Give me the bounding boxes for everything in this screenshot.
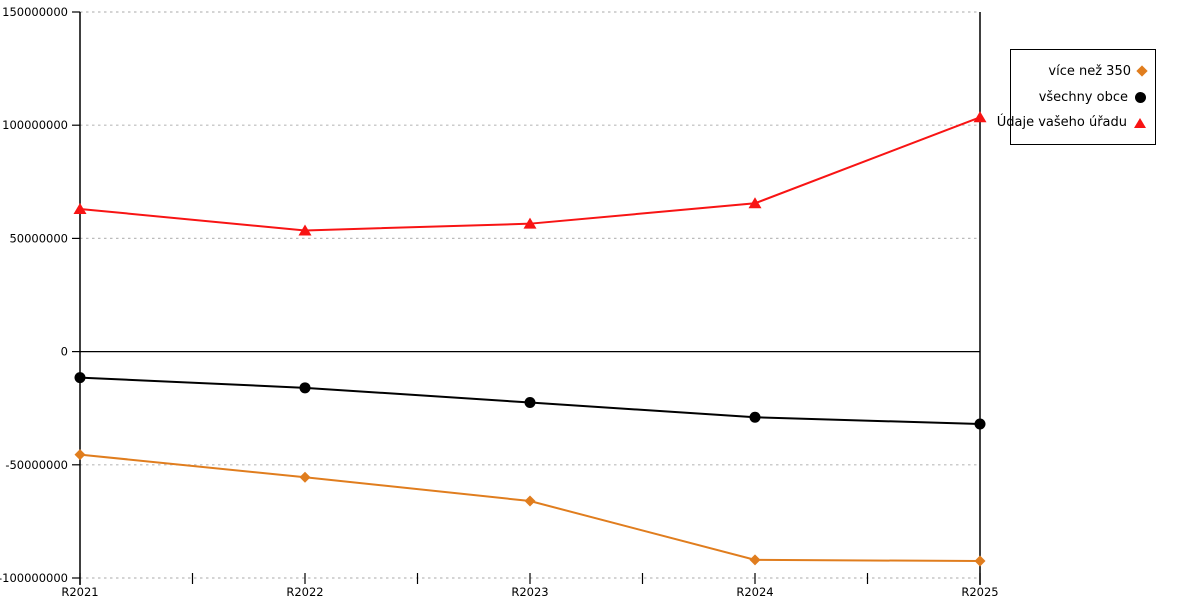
series-line-0 [79,453,981,563]
data-point-diamond [974,555,986,567]
legend-label: všechny obce [1038,89,1128,105]
y-tick-label: 150000000 [2,5,68,19]
data-point-triangle [748,197,762,209]
diamond-marker-icon [1136,65,1148,77]
y-tick-label: -100000000 [0,571,68,585]
data-point-triangle [973,111,987,123]
legend-item-udaje-vaseho-uradu: Údaje vašeho úřadu [997,115,1146,130]
legend: více než 350 všechny obce Údaje vašeho ú… [997,49,1156,145]
data-point-circle [974,418,986,430]
data-point-circle [299,382,311,394]
data-point-diamond [524,495,536,507]
x-axis-label: R2024 [736,585,773,599]
x-axis-label: R2021 [61,585,98,599]
legend-label: více než 350 [1048,63,1131,79]
data-point-circle [74,372,86,384]
data-point-triangle [298,224,312,236]
data-point-circle [749,411,761,423]
series-line-2 [79,116,981,232]
data-point-diamond [299,471,311,483]
data-point-diamond [749,554,761,566]
x-axis-label: R2023 [511,585,548,599]
x-axis-label: R2025 [961,585,998,599]
data-point-triangle [523,217,537,229]
y-tick-label: 100000000 [2,118,68,132]
data-point-triangle [73,202,87,214]
legend-item-vsechny-obce: všechny obce [1016,90,1146,105]
x-axis-label: R2022 [286,585,323,599]
legend-label: Údaje vašeho úřadu [996,115,1127,131]
y-tick-label: 0 [61,345,68,359]
y-tick-label: -50000000 [5,458,68,472]
data-point-diamond [74,449,86,461]
y-tick-label: 50000000 [9,231,68,245]
triangle-marker-icon [1134,117,1146,128]
legend-item-vice-nez-350: více než 350 [1016,63,1148,79]
data-point-circle [524,397,536,409]
circle-marker-icon [1135,91,1146,103]
